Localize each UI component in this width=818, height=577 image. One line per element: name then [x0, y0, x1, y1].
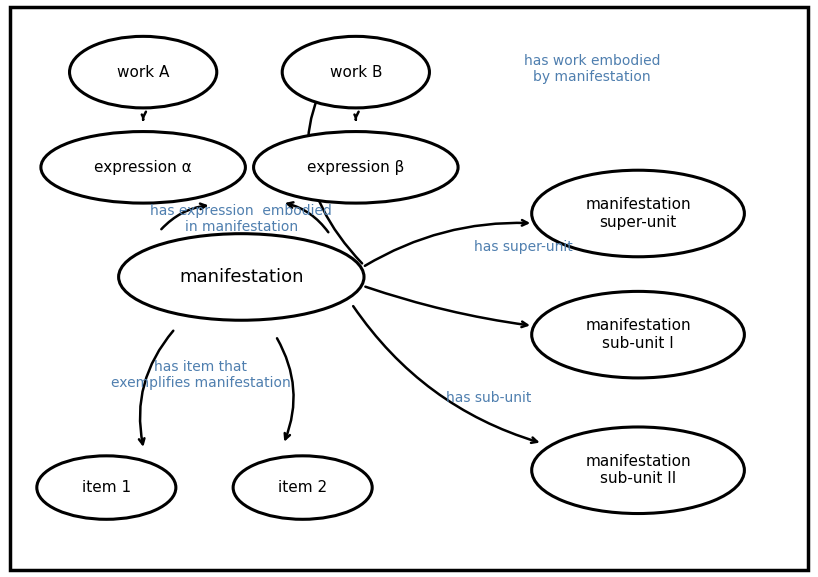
Ellipse shape: [282, 36, 429, 108]
Text: work A: work A: [117, 65, 169, 80]
FancyBboxPatch shape: [10, 7, 808, 570]
Ellipse shape: [254, 132, 458, 203]
Text: has item that
exemplifies manifestation: has item that exemplifies manifestation: [110, 360, 290, 390]
Text: expression β: expression β: [307, 160, 405, 175]
Ellipse shape: [37, 456, 176, 519]
Text: has expression  embodied
in manifestation: has expression embodied in manifestation: [151, 204, 332, 234]
Ellipse shape: [119, 234, 364, 320]
Ellipse shape: [70, 36, 217, 108]
Text: has super-unit: has super-unit: [474, 240, 573, 254]
Text: manifestation
sub-unit I: manifestation sub-unit I: [585, 319, 691, 351]
Ellipse shape: [532, 291, 744, 378]
Ellipse shape: [233, 456, 372, 519]
Ellipse shape: [532, 170, 744, 257]
Text: item 2: item 2: [278, 480, 327, 495]
Ellipse shape: [532, 427, 744, 514]
Text: has sub-unit: has sub-unit: [446, 391, 531, 405]
Text: has work embodied
by manifestation: has work embodied by manifestation: [524, 54, 660, 84]
Text: manifestation
sub-unit II: manifestation sub-unit II: [585, 454, 691, 486]
Text: expression α: expression α: [94, 160, 192, 175]
Text: manifestation: manifestation: [179, 268, 303, 286]
Ellipse shape: [41, 132, 245, 203]
Text: work B: work B: [330, 65, 382, 80]
Text: manifestation
super-unit: manifestation super-unit: [585, 197, 691, 230]
Text: item 1: item 1: [82, 480, 131, 495]
